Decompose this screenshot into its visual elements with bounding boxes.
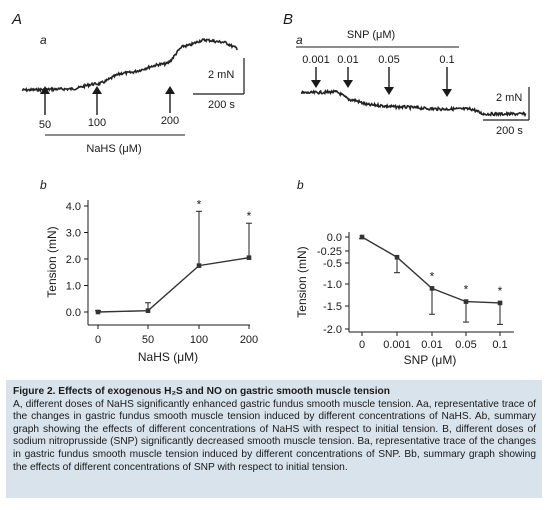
chart-panel-letter: b bbox=[40, 178, 47, 192]
data-point bbox=[145, 308, 151, 313]
scale-label-mn: 2 mN bbox=[496, 92, 522, 104]
dose-label: 100 bbox=[88, 117, 106, 129]
snp-bar-label: SNP (μM) bbox=[347, 29, 395, 41]
figure: A a 50 100 200 NaHS (μM) 2 mN 200 s B a … bbox=[11, 11, 530, 367]
significance-marker: * bbox=[197, 197, 202, 211]
arrowhead-icon bbox=[442, 89, 452, 97]
scale-label-s: 200 s bbox=[496, 125, 523, 137]
arrowhead-icon bbox=[311, 80, 321, 88]
chart-panel-letter: b bbox=[297, 178, 304, 192]
panel-a-trace-letter: a bbox=[40, 33, 47, 47]
data-point bbox=[394, 254, 400, 260]
y-tick-label: 4.0 bbox=[66, 201, 81, 213]
x-tick-label: 200 bbox=[240, 334, 258, 346]
caption-text: A, different doses of NaHS significantly… bbox=[13, 398, 536, 473]
x-tick-label: 100 bbox=[190, 334, 208, 346]
x-tick-label: 0.1 bbox=[492, 339, 507, 351]
dose-label: 200 bbox=[161, 115, 179, 127]
y-tick-label: 1.0 bbox=[66, 281, 81, 293]
data-point bbox=[429, 286, 435, 291]
x-axis-label: NaHS (μM) bbox=[138, 350, 198, 364]
significance-marker: * bbox=[498, 284, 503, 298]
y-axis-label: Tension (mN) bbox=[45, 226, 59, 297]
data-point bbox=[497, 300, 503, 306]
series-line bbox=[97, 257, 250, 313]
y-tick-label: -2.0 bbox=[323, 324, 342, 336]
figure-caption: Figure 2. Effects of exogenous H₂S and N… bbox=[6, 380, 542, 498]
x-tick-label: 0.001 bbox=[383, 339, 411, 351]
x-tick-label: 0.05 bbox=[455, 339, 476, 351]
data-point bbox=[359, 234, 365, 240]
data-point bbox=[463, 299, 469, 304]
y-tick-label: -0.25 bbox=[317, 246, 342, 258]
significance-marker: * bbox=[247, 209, 252, 223]
panel-b-trace-letter: a bbox=[296, 33, 303, 47]
caption-title: Figure 2. Effects of exogenous H₂S and N… bbox=[13, 386, 390, 397]
tension-trace-snp bbox=[300, 88, 527, 118]
arrowhead-icon bbox=[92, 86, 102, 94]
dose-label: 50 bbox=[39, 119, 51, 131]
chart-snp-summary: b 0.0 -0.25-0.5 -1.0 -1.5 -2.0 0 0.001 0.01 0.05 0… bbox=[295, 178, 514, 367]
arrowhead-icon bbox=[384, 87, 394, 95]
data-point bbox=[196, 263, 202, 268]
chart-nahs-summary: b 4.0 3.0 2.0 1.0 0.0 0 50 100 200 NaHS (μM) Tensio… bbox=[40, 178, 258, 364]
y-tick-label: -1.0 bbox=[323, 279, 342, 291]
panel-a-trace: A a 50 100 200 NaHS (μM) 2 mN 200 s bbox=[11, 11, 245, 155]
panel-a-letter: A bbox=[11, 11, 22, 28]
panel-b-trace: B a SNP (μM) 0.001 0.01 0.05 0.1 2 mN 20… bbox=[283, 11, 530, 137]
dose-label: 0.05 bbox=[378, 54, 399, 66]
significance-marker: * bbox=[430, 269, 435, 283]
y-tick-label: -0.5 bbox=[323, 258, 342, 270]
y-tick-label: -1.5 bbox=[323, 301, 342, 313]
arrowhead-icon bbox=[40, 86, 50, 94]
scale-label-s: 200 s bbox=[208, 99, 235, 111]
dose-label: 0.01 bbox=[337, 54, 358, 66]
x-tick-label: 0.01 bbox=[421, 339, 442, 351]
significance-marker: * bbox=[464, 283, 469, 297]
panel-b-letter: B bbox=[283, 11, 293, 28]
dose-label: 0.001 bbox=[302, 54, 330, 66]
dose-label: 0.1 bbox=[439, 54, 454, 66]
data-point bbox=[246, 255, 252, 260]
y-tick-label: 0.0 bbox=[66, 307, 81, 319]
x-axis-label: SNP (μM) bbox=[404, 353, 457, 367]
y-axis-label: Tension (mN) bbox=[295, 246, 309, 317]
tension-trace-nahs bbox=[21, 38, 238, 93]
arrowhead-icon bbox=[343, 80, 353, 88]
x-tick-label: 0 bbox=[95, 334, 101, 346]
x-tick-label: 0 bbox=[359, 339, 365, 351]
y-tick-label: 3.0 bbox=[66, 228, 81, 240]
x-tick-label: 50 bbox=[142, 334, 154, 346]
arrowhead-icon bbox=[165, 86, 175, 94]
y-tick-label: 2.0 bbox=[66, 254, 81, 266]
nahs-bar-label: NaHS (μM) bbox=[86, 143, 141, 155]
scale-label-mn: 2 mN bbox=[208, 69, 234, 81]
y-tick-label: 0.0 bbox=[327, 232, 342, 244]
data-point bbox=[95, 309, 101, 315]
